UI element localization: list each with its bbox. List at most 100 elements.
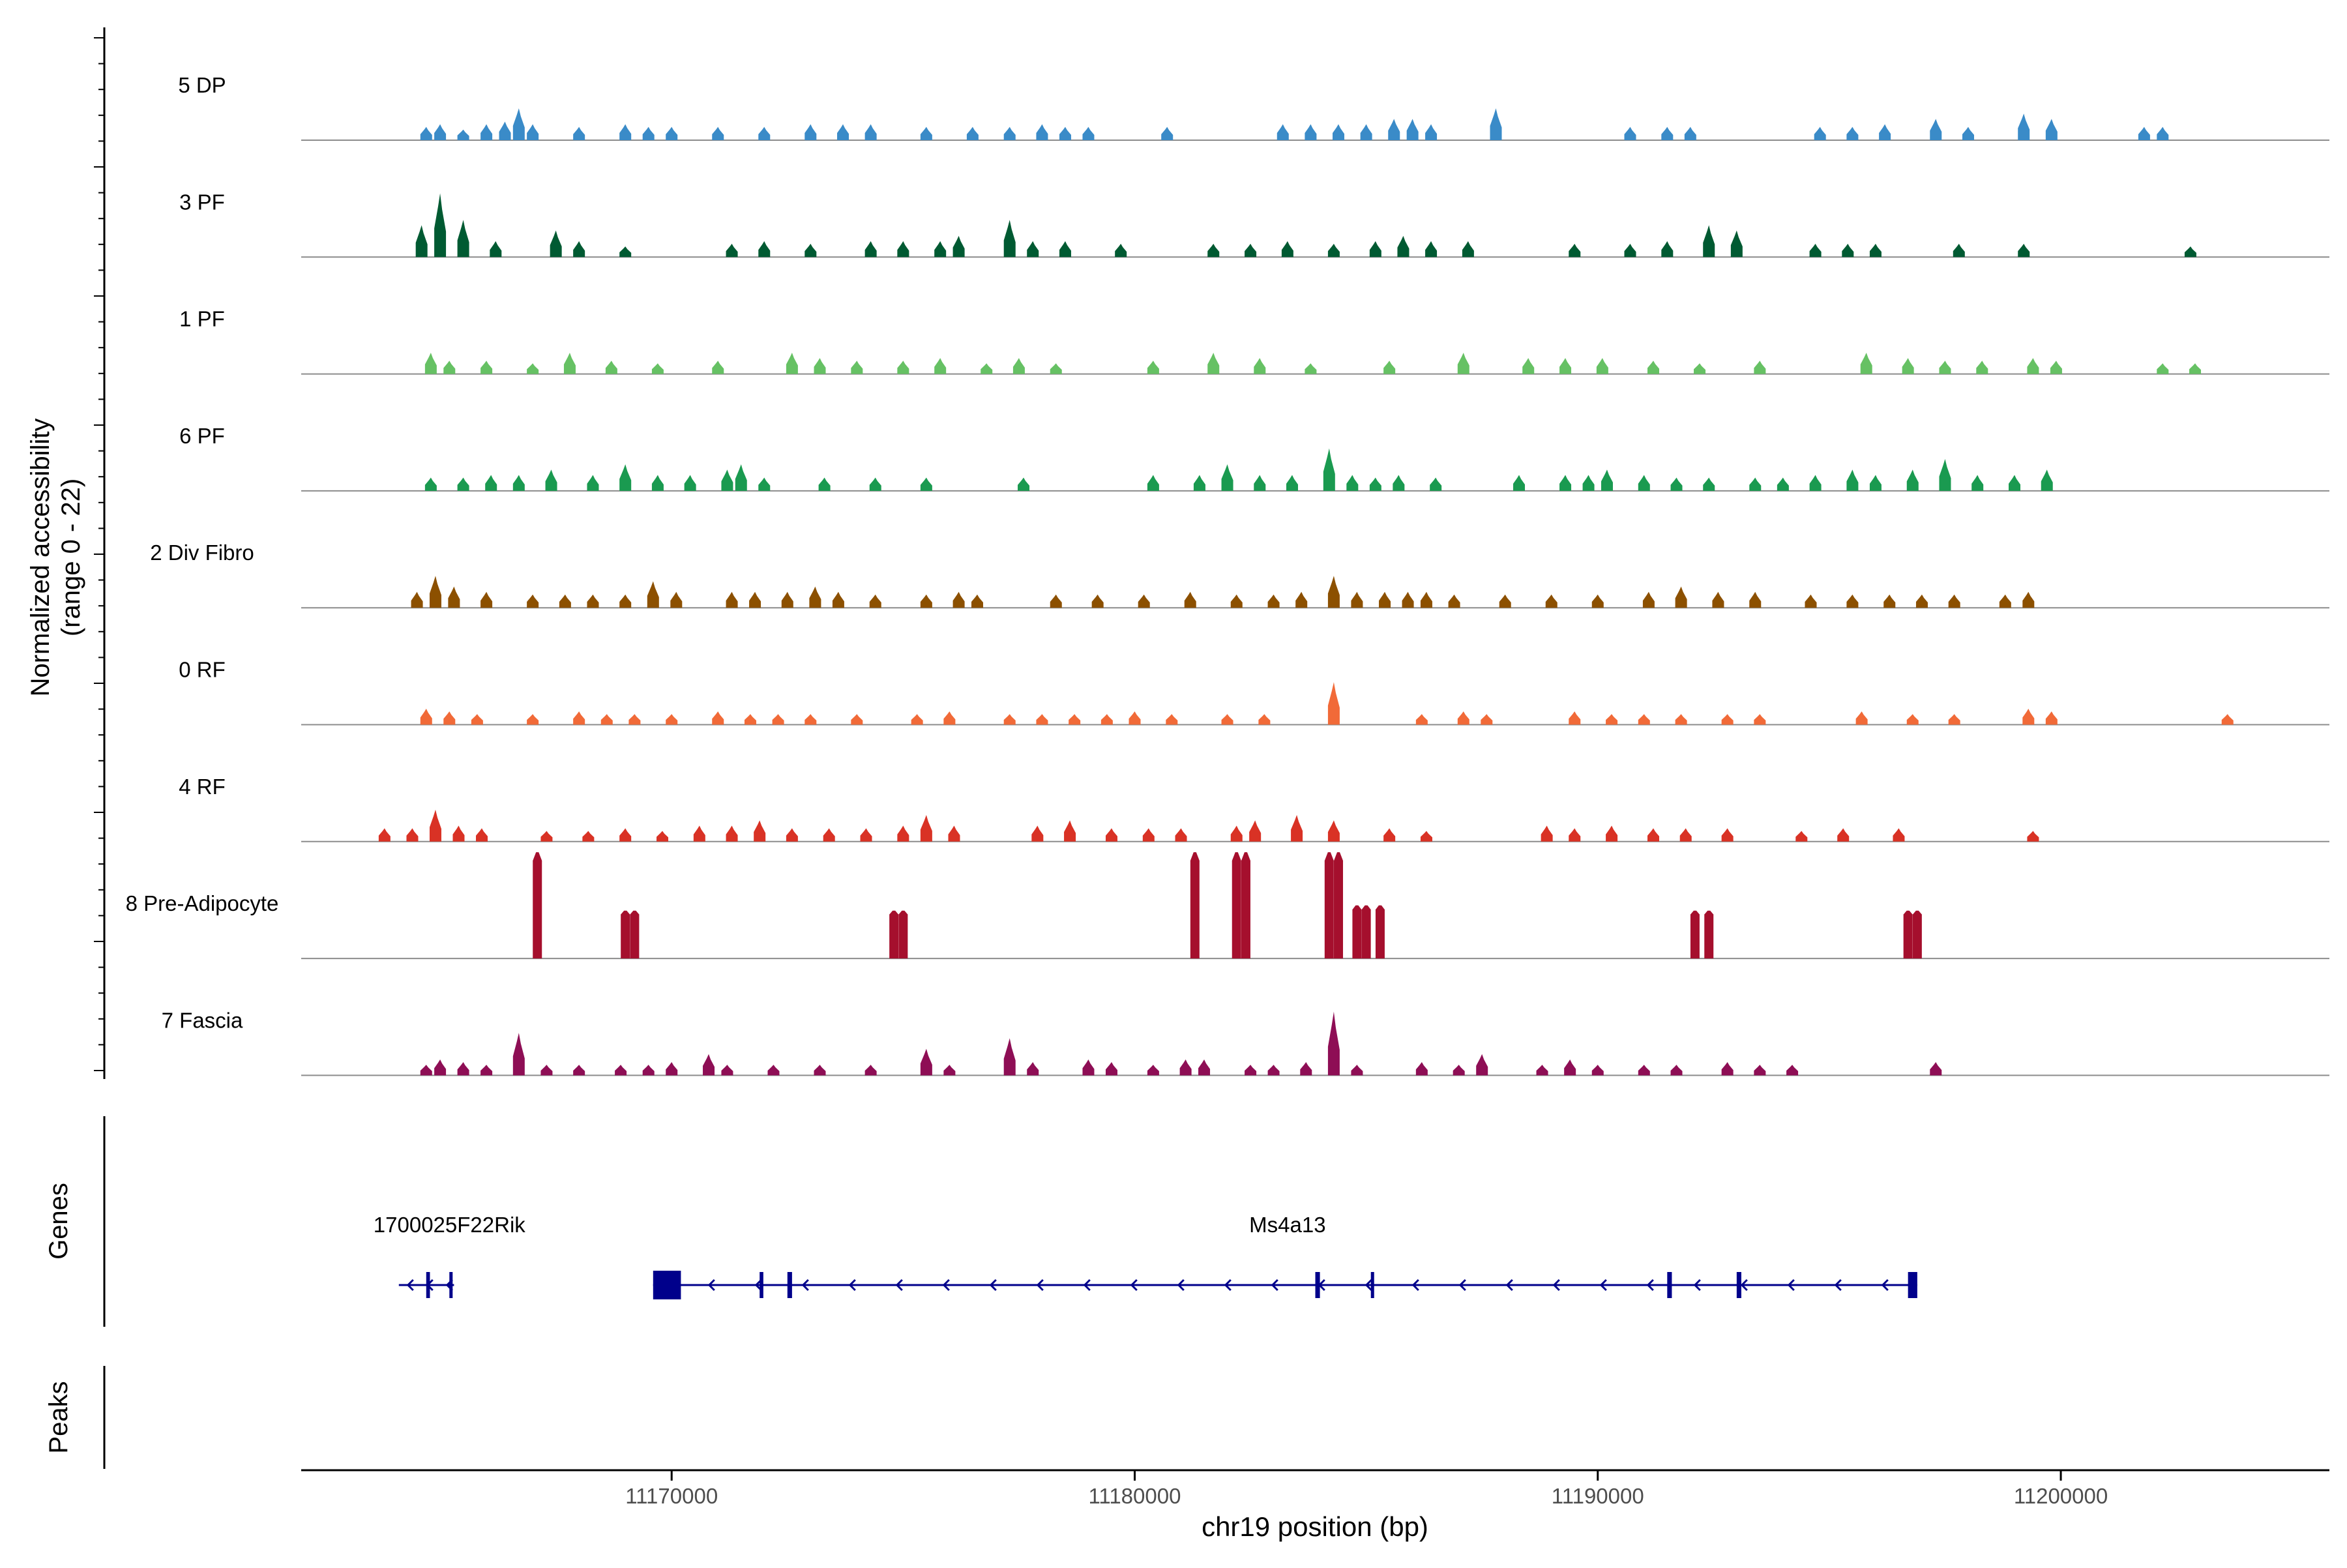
coverage-peak (1193, 475, 1205, 491)
coverage-peak (1291, 815, 1303, 842)
strand-arrow (1130, 1279, 1138, 1292)
coverage-peak (869, 477, 881, 491)
coverage-peak (1805, 594, 1817, 608)
coverage-peak (971, 594, 983, 608)
coverage-peak (1420, 591, 1432, 608)
coverage-peak (666, 1062, 678, 1076)
coverage-peak (1300, 1062, 1312, 1076)
track-7-fascia: 7 Fascia (162, 1008, 2329, 1076)
track-2-div-fibro: 2 Div Fibro (150, 540, 2329, 609)
x-axis-label: chr19 position (bp) (1202, 1511, 1428, 1542)
coverage-peak (1569, 828, 1581, 842)
coverage-peak (424, 477, 437, 491)
track-label: 0 RF (179, 658, 226, 682)
strand-arrow (895, 1279, 903, 1292)
coverage-peak (1712, 591, 1724, 608)
track-label: 6 PF (179, 424, 225, 448)
strand-arrow (1646, 1279, 1654, 1292)
coverage-peak (1476, 1054, 1488, 1076)
coverage-peak (1115, 243, 1127, 258)
gene-exon (787, 1272, 792, 1298)
coverage-peak (1425, 124, 1438, 140)
coverage-peak (651, 475, 664, 491)
coverage-peak (1948, 714, 1960, 725)
coverage-peak (1684, 126, 1696, 140)
coverage-peak (666, 126, 678, 140)
coverage-peak (1962, 126, 1974, 140)
coverage-peak (476, 828, 488, 842)
coverage-peak (1327, 576, 1340, 608)
coverage-peak (920, 815, 932, 842)
coverage-peak (712, 361, 724, 374)
coverage-peak (1837, 828, 1850, 842)
track-label: 2 Div Fibro (150, 540, 254, 565)
coverage-peak (943, 711, 956, 725)
strand-arrow (1599, 1279, 1607, 1292)
coverage-peak (1383, 828, 1396, 842)
coverage-peak (948, 825, 960, 842)
coverage-peak (457, 220, 469, 258)
coverage-peak (1462, 241, 1474, 258)
coverage-peak (851, 361, 863, 374)
coverage-peak (457, 129, 469, 140)
coverage-peak (920, 477, 932, 491)
coverage-peak (1690, 910, 1700, 959)
x-axis-tick-label: 11200000 (2014, 1484, 2108, 1508)
coverage-peak (1375, 905, 1385, 959)
coverage-peak (512, 1033, 525, 1076)
coverage-peak (471, 714, 483, 725)
coverage-peak (1536, 1065, 1548, 1076)
coverage-peak (1749, 477, 1762, 491)
coverage-peak (721, 469, 733, 491)
coverage-peak (619, 594, 632, 608)
x-axis-tick-label: 11180000 (1089, 1484, 1181, 1508)
coverage-peak (1369, 477, 1381, 491)
strand-arrow (1411, 1279, 1419, 1292)
coverage-peak (1091, 594, 1104, 608)
coverage-peak (1059, 126, 1071, 140)
coverage-peak (1082, 1059, 1095, 1076)
gene-exon (426, 1272, 430, 1298)
coverage-peak (443, 361, 456, 374)
coverage-peak (443, 711, 456, 725)
coverage-peak (1624, 126, 1636, 140)
coverage-peak (1912, 910, 1922, 959)
coverage-peak (1564, 1059, 1576, 1076)
coverage-peak (2221, 714, 2234, 725)
coverage-peak (943, 1065, 956, 1076)
coverage-peak (2018, 243, 2030, 258)
coverage-peak (1971, 475, 1984, 491)
coverage-peak (573, 711, 585, 725)
coverage-peak (1754, 1065, 1766, 1076)
coverage-peak (897, 241, 909, 258)
coverage-peak (818, 477, 831, 491)
coverage-peak (2184, 246, 2196, 258)
coverage-peak (1379, 591, 1391, 608)
coverage-peak (1661, 241, 1674, 258)
coverage-peak (1351, 591, 1363, 608)
coverage-peak (1777, 477, 1789, 491)
coverage-peak (415, 225, 428, 258)
gene-label: Ms4a13 (1249, 1213, 1325, 1237)
coverage-peak (2045, 119, 2058, 140)
coverage-peak (1415, 714, 1428, 725)
coverage-peak (1591, 594, 1604, 608)
coverage-peak (587, 475, 599, 491)
coverage-peak (952, 591, 965, 608)
coverage-peak (619, 246, 632, 258)
coverage-peak (1245, 1065, 1257, 1076)
coverage-peak (1902, 358, 1914, 374)
strand-arrow (1036, 1279, 1044, 1292)
coverage-peak (1846, 469, 1859, 491)
coverage-peak (1906, 469, 1919, 491)
strand-arrow (848, 1279, 856, 1292)
coverage-peak (480, 591, 493, 608)
coverage-peak (786, 353, 798, 374)
coverage-peak (411, 591, 423, 608)
coverage-peak (869, 594, 881, 608)
coverage-peak (1879, 124, 1891, 140)
coverage-peak (480, 361, 493, 374)
gene-exon (1736, 1272, 1741, 1298)
coverage-peak (1721, 714, 1734, 725)
coverage-peak (712, 711, 724, 725)
